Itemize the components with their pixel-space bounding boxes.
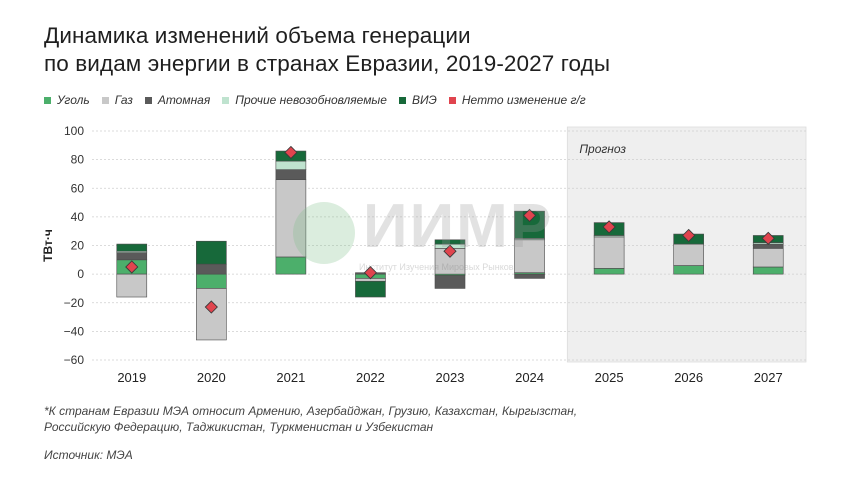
- y-tick-label: 100: [64, 124, 84, 138]
- net-marker-2024: [522, 208, 537, 223]
- footnote-line-2: Российскую Федерацию, Таджикистан, Туркм…: [44, 420, 434, 434]
- forecast-label: Прогноз: [579, 142, 626, 156]
- title-line-2: по видам энергии в странах Евразии, 2019…: [44, 51, 611, 76]
- legend-swatch-nuclear: [144, 96, 152, 104]
- x-tick-label-2021: 2021: [276, 370, 305, 385]
- bar-nuclear-2023: [434, 275, 466, 289]
- bar-gas-2019: [116, 273, 148, 298]
- x-tick-label-2025: 2025: [595, 370, 624, 385]
- footnote: *К странам Евразии МЭА относит Армению, …: [44, 403, 764, 435]
- legend-swatch-other: [222, 96, 230, 104]
- net-marker-2019: [125, 260, 139, 274]
- chart-legend: Уголь Газ Атомная Прочие невозобновляемые ВИ…: [44, 92, 586, 108]
- bar-res-2019: [116, 243, 148, 252]
- bar-nuclear-2019: [116, 252, 148, 261]
- y-tick-label: 20: [71, 239, 85, 253]
- bar-gas-2020: [196, 288, 227, 341]
- bar-nuclear-2024: [514, 273, 545, 279]
- bar-gas-2021: [275, 179, 307, 258]
- legend-item-gas: Газ: [101, 93, 133, 107]
- y-tick-label: 40: [71, 210, 85, 224]
- bar-res-2022: [355, 280, 386, 298]
- legend-item-nuclear: Атомная: [144, 93, 211, 107]
- legend-label-gas: Газ: [114, 93, 133, 107]
- title-line-1: Динамика изменений объема генерации: [44, 23, 471, 48]
- chart-title: Динамика изменений объема генерации по в…: [44, 22, 804, 78]
- x-tick-label-2026: 2026: [674, 370, 703, 385]
- x-tick-label-2022: 2022: [356, 370, 385, 385]
- footnote-line-1: *К странам Евразии МЭА относит Армению, …: [44, 404, 578, 418]
- legend-swatch-coal: [44, 96, 51, 104]
- bar-nuclear-2020: [196, 263, 227, 275]
- y-tick-label: −60: [64, 353, 85, 367]
- bar-res-2020: [196, 240, 227, 265]
- legend-label-net: Нетто изменение г/г: [461, 93, 586, 107]
- legend-item-other: Прочие невозобновляемые: [222, 93, 387, 107]
- legend-item-coal: Уголь: [44, 93, 90, 107]
- x-tick-label-2020: 2020: [197, 370, 226, 385]
- net-marker-2023: [443, 244, 457, 258]
- y-tick-label: 0: [77, 267, 84, 281]
- bar-gas-2026: [673, 243, 704, 266]
- x-tick-label-2023: 2023: [436, 370, 465, 385]
- bar-gas-2024: [514, 239, 545, 273]
- source-note: Источник: МЭА: [44, 448, 133, 462]
- bar-coal-2026: [673, 265, 704, 275]
- net-marker-2020: [204, 300, 218, 314]
- y-tick-label: 60: [71, 181, 85, 195]
- bar-coal-2021: [275, 256, 307, 275]
- stacked-bar-chart: Прогноз 100 80 60 40 20 0 −20 −40 −60 ТВт·ч 2019 202…: [41, 124, 808, 385]
- y-tick-label: −20: [64, 296, 85, 310]
- legend-item-res: ВИЭ: [398, 93, 437, 107]
- net-marker-2021: [284, 145, 298, 160]
- bar-coal-2025: [593, 268, 625, 275]
- legend-label-other: Прочие невозобновляемые: [235, 93, 387, 107]
- legend-swatch-net: [448, 96, 456, 104]
- bar-coal-2027: [752, 266, 784, 275]
- x-tick-label-2024: 2024: [515, 370, 544, 385]
- bar-other-2021: [275, 160, 307, 170]
- x-tick-label-2019: 2019: [117, 370, 146, 385]
- bar-coal-2020: [196, 273, 227, 289]
- bar-gas-2025: [593, 236, 625, 269]
- y-tick-label: −40: [64, 324, 85, 338]
- legend-label-coal: Уголь: [57, 93, 90, 107]
- legend-label-res: ВИЭ: [411, 93, 437, 107]
- x-tick-label-2027: 2027: [754, 370, 783, 385]
- legend-item-net: Нетто изменение г/г: [448, 93, 586, 107]
- y-tick-label: 80: [71, 153, 85, 167]
- legend-label-nuclear: Атомная: [157, 93, 211, 107]
- bar-gas-2027: [752, 248, 784, 268]
- legend-swatch-res: [398, 96, 406, 104]
- bar-nuclear-2021: [275, 169, 307, 180]
- legend-swatch-gas: [101, 96, 109, 104]
- net-marker-2026: [682, 228, 696, 243]
- net-marker-2027: [761, 231, 775, 245]
- net-marker-2022: [363, 266, 378, 280]
- bar-res-2023: [434, 239, 466, 245]
- y-axis-label: ТВт·ч: [41, 229, 55, 262]
- net-marker-2025: [602, 220, 616, 234]
